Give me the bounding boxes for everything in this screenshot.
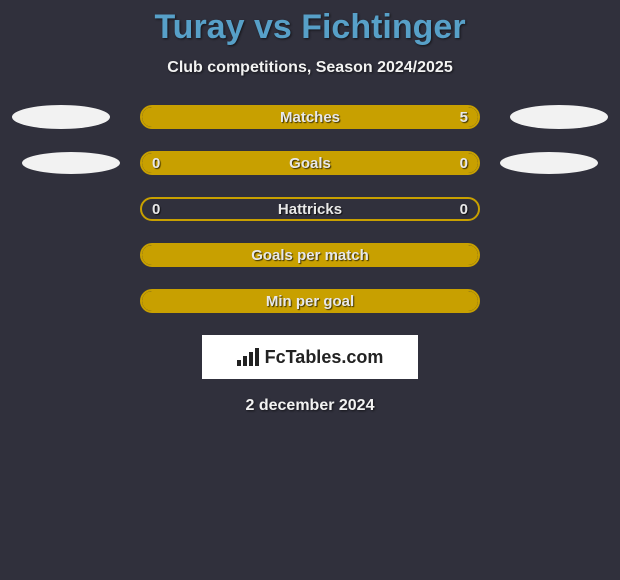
stat-row: 0Goals0 <box>0 151 620 175</box>
left-placeholder-ellipse <box>12 105 110 129</box>
subtitle: Club competitions, Season 2024/2025 <box>0 59 620 77</box>
stat-label: Goals <box>142 155 478 172</box>
logo-box: FcTables.com <box>202 335 418 379</box>
logo-text: FcTables.com <box>265 347 384 368</box>
stat-row: Matches5 <box>0 105 620 129</box>
stat-bar: Goals per match <box>140 243 480 267</box>
stat-row: Goals per match <box>0 243 620 267</box>
date-text: 2 december 2024 <box>0 397 620 415</box>
stat-bar: 0Hattricks0 <box>140 197 480 221</box>
stat-label: Goals per match <box>142 247 478 264</box>
left-placeholder-ellipse <box>22 152 120 174</box>
right-placeholder-ellipse <box>510 105 608 129</box>
stat-bar: 0Goals0 <box>140 151 480 175</box>
page-title: Turay vs Fichtinger <box>0 0 620 47</box>
stat-bar: Matches5 <box>140 105 480 129</box>
stat-row: Min per goal <box>0 289 620 313</box>
stat-bar: Min per goal <box>140 289 480 313</box>
stat-row: 0Hattricks0 <box>0 197 620 221</box>
stat-label: Min per goal <box>142 293 478 310</box>
bar-chart-icon <box>237 348 259 366</box>
stats-area: Matches50Goals00Hattricks0Goals per matc… <box>0 105 620 313</box>
stat-label: Matches <box>142 109 478 126</box>
stat-label: Hattricks <box>142 201 478 218</box>
stat-right-value: 0 <box>460 155 468 172</box>
right-placeholder-ellipse <box>500 152 598 174</box>
stat-right-value: 5 <box>460 109 468 126</box>
stat-right-value: 0 <box>460 201 468 218</box>
